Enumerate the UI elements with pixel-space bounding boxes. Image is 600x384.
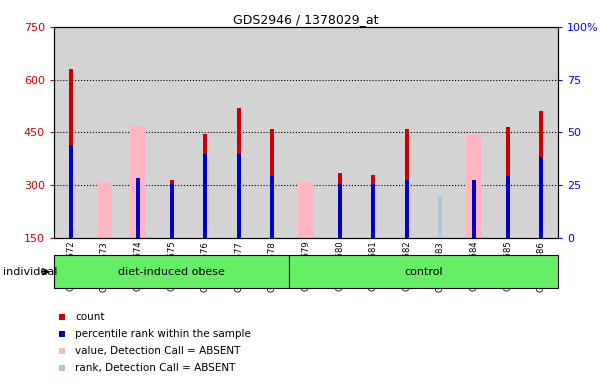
Bar — [130, 126, 146, 238]
Bar — [506, 127, 509, 238]
Bar — [237, 154, 241, 238]
Bar — [405, 129, 409, 238]
Bar — [136, 178, 140, 238]
Bar — [97, 182, 112, 238]
Text: control: control — [404, 266, 443, 277]
Text: diet-induced obese: diet-induced obese — [118, 266, 225, 277]
Text: value, Detection Call = ABSENT: value, Detection Call = ABSENT — [75, 346, 241, 356]
Bar — [466, 134, 482, 238]
Bar — [170, 184, 173, 238]
Bar — [506, 177, 509, 238]
Text: individual: individual — [3, 266, 57, 277]
Bar — [271, 129, 274, 238]
Bar — [338, 184, 341, 238]
Bar — [371, 175, 375, 238]
Title: GDS2946 / 1378029_at: GDS2946 / 1378029_at — [233, 13, 379, 26]
Bar — [237, 108, 241, 238]
Bar — [170, 180, 173, 238]
Bar — [472, 180, 476, 238]
Text: count: count — [75, 312, 104, 322]
Bar — [439, 196, 442, 238]
Bar — [203, 154, 207, 238]
Bar — [69, 69, 73, 238]
Bar — [338, 173, 341, 238]
FancyBboxPatch shape — [54, 255, 289, 288]
Bar — [539, 157, 543, 238]
Text: percentile rank within the sample: percentile rank within the sample — [75, 329, 251, 339]
Bar — [298, 182, 314, 238]
Bar — [539, 111, 543, 238]
FancyBboxPatch shape — [289, 255, 558, 288]
Text: rank, Detection Call = ABSENT: rank, Detection Call = ABSENT — [75, 363, 235, 373]
Bar — [405, 180, 409, 238]
Bar — [371, 184, 375, 238]
Bar — [271, 177, 274, 238]
Bar — [69, 145, 73, 238]
Bar — [203, 134, 207, 238]
